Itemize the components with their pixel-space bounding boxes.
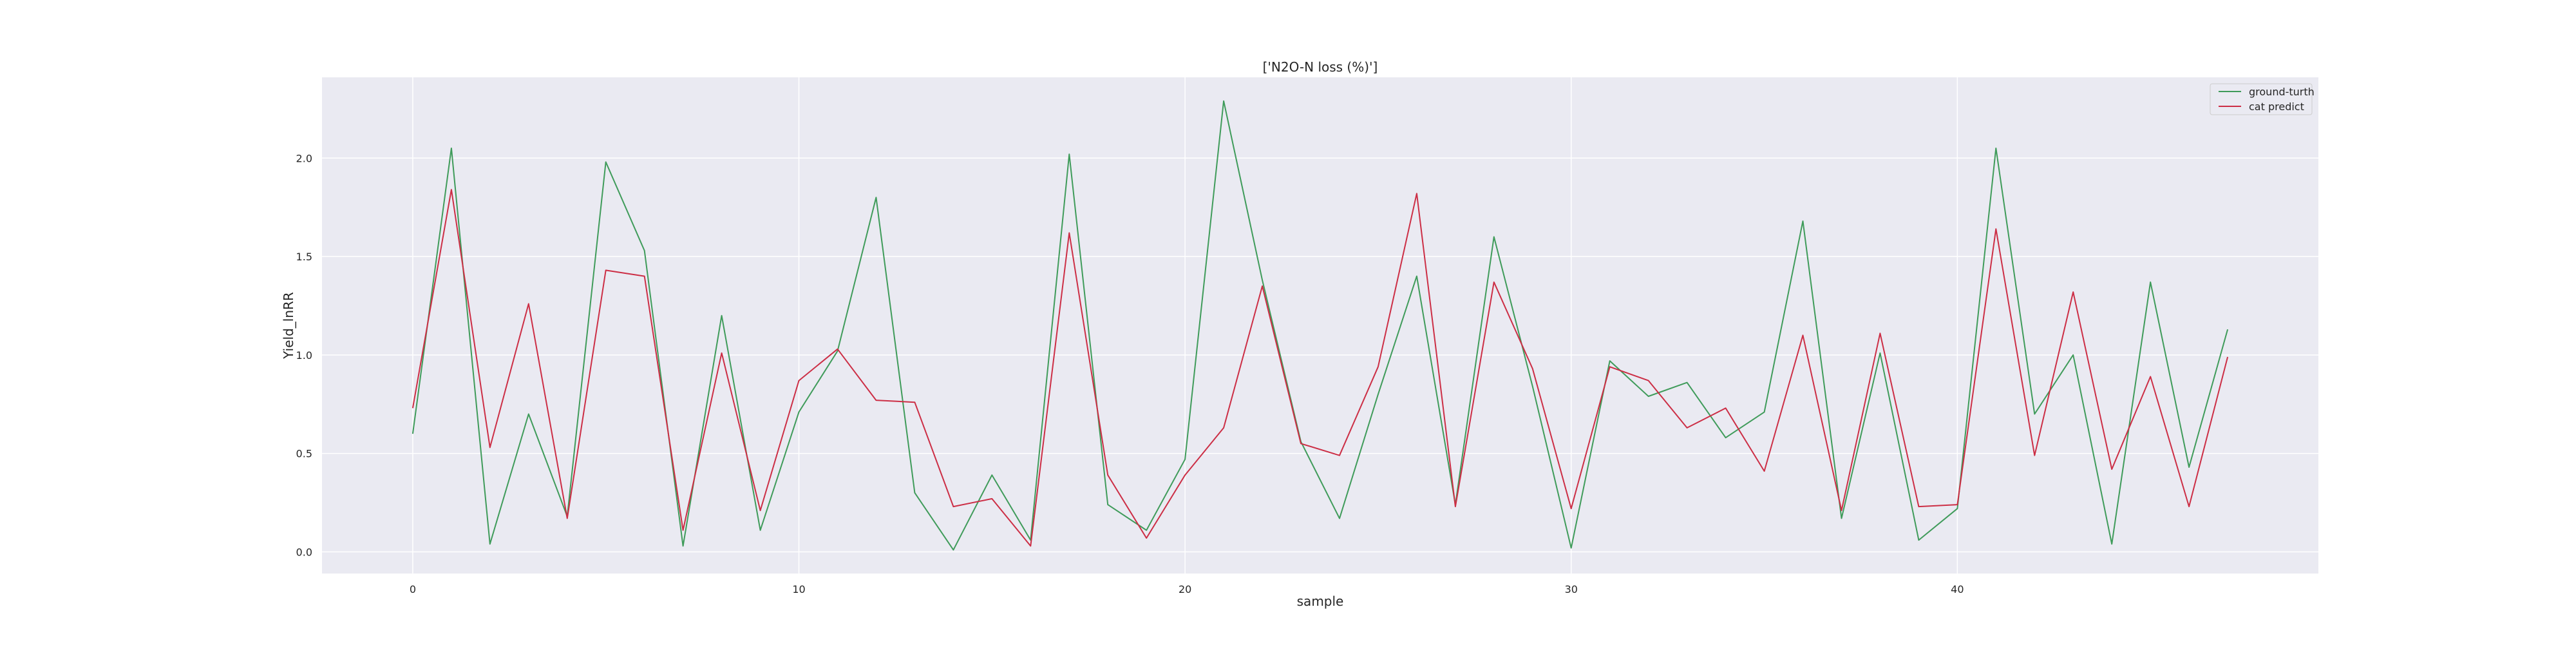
y-axis-label: Yield_lnRR: [281, 292, 296, 360]
x-tick-label: 20: [1179, 583, 1191, 595]
y-tick-label: 1.5: [296, 251, 312, 263]
x-axis-label: sample: [1297, 594, 1344, 609]
legend-label-cat-predict: cat predict: [2249, 101, 2304, 113]
x-tick-label: 30: [1565, 583, 1578, 595]
y-tick-label: 0.0: [296, 546, 312, 558]
legend: ground-turth cat predict: [2210, 84, 2315, 115]
x-tick-label: 0: [410, 583, 416, 595]
x-tick-label: 10: [792, 583, 805, 595]
plot-background: [322, 77, 2318, 574]
y-tick-label: 2.0: [296, 152, 312, 164]
y-tick-label: 0.5: [296, 448, 312, 460]
legend-label-ground-turth: ground-turth: [2249, 86, 2315, 98]
x-tick-label: 40: [1951, 583, 1964, 595]
y-tick-label: 1.0: [296, 349, 312, 362]
chart-title: ['N2O-N loss (%)']: [1263, 59, 1378, 75]
